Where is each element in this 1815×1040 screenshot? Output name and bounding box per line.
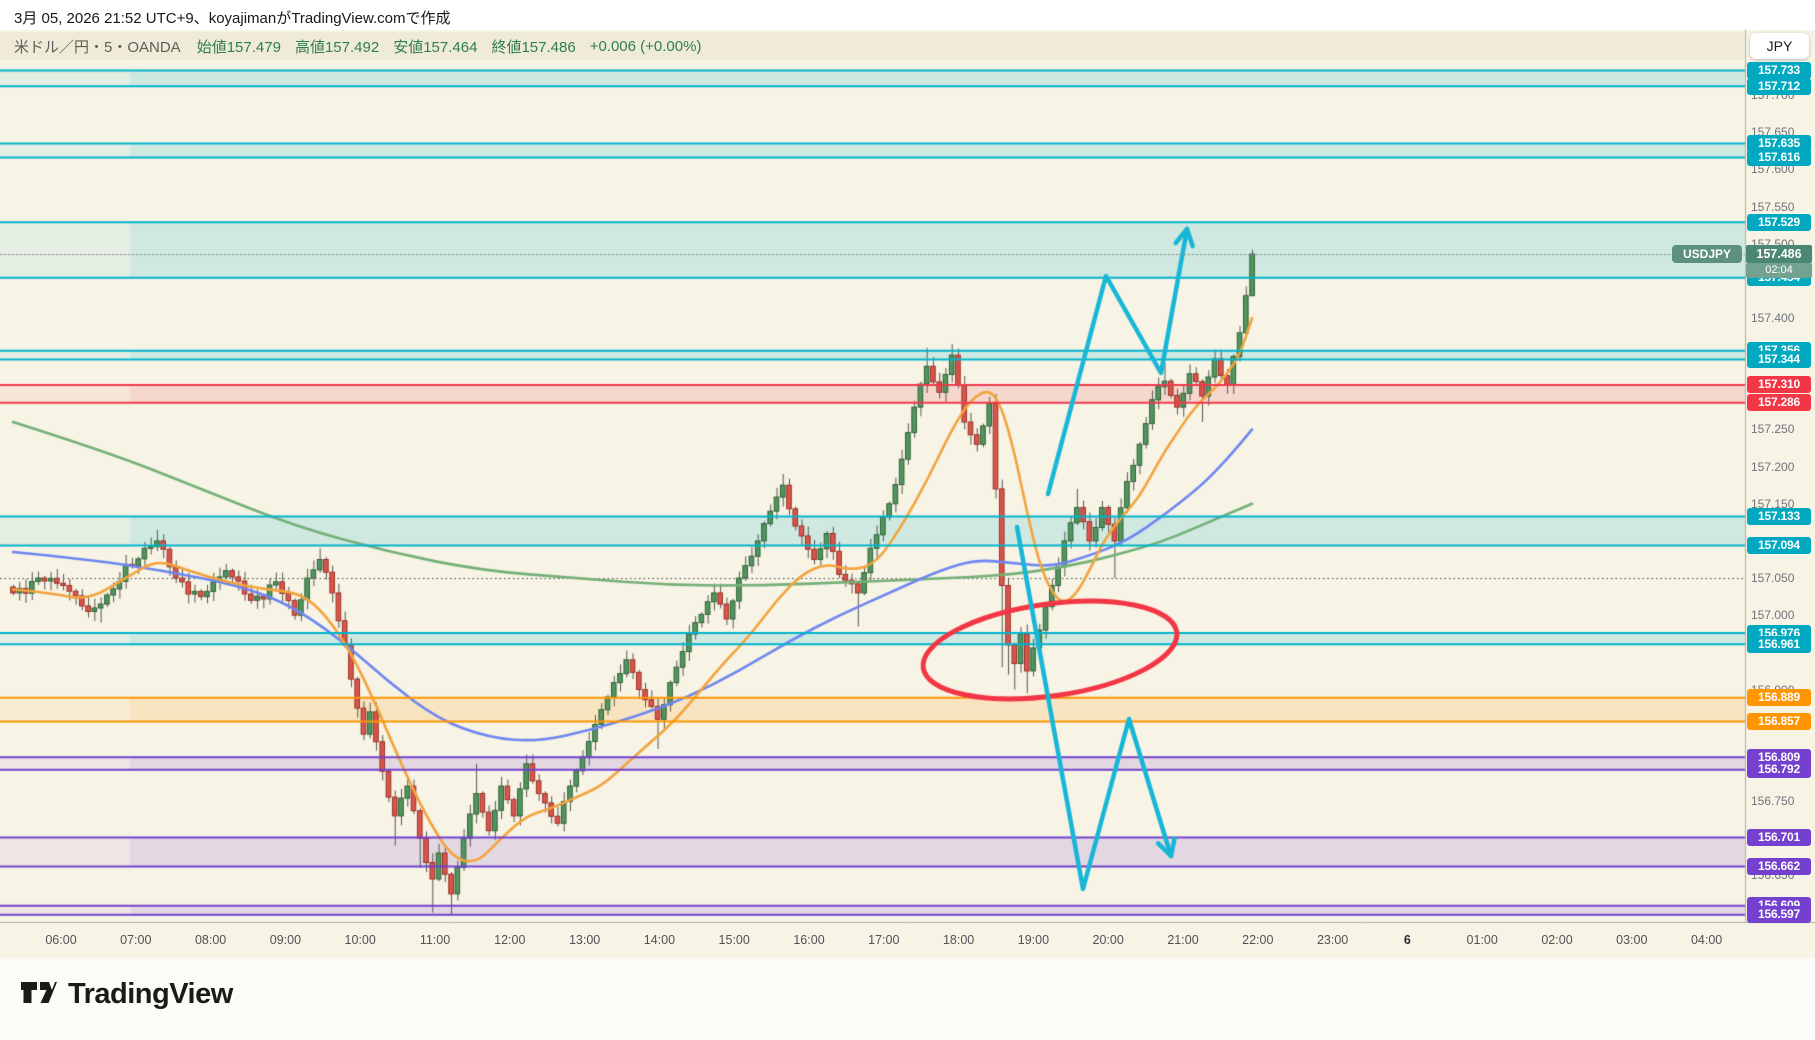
level-price-label: 157.529 bbox=[1747, 213, 1811, 231]
close-field: 終値157.486 bbox=[491, 38, 576, 56]
price-tick: 157.250 bbox=[1751, 422, 1795, 437]
time-tick: 08:00 bbox=[194, 933, 227, 947]
tradingview-logo[interactable]: TradingView bbox=[20, 978, 233, 1011]
time-tick: 12:00 bbox=[494, 933, 526, 947]
symbol-title: 米ドル／円・5・OANDA bbox=[14, 38, 181, 56]
ohlc-info-bar[interactable]: 米ドル／円・5・OANDA 始値157.479 高値157.492 安値157.… bbox=[0, 32, 1745, 60]
low-field: 安値157.464 bbox=[393, 38, 478, 56]
level-price-label: 157.733 bbox=[1747, 62, 1811, 80]
level-price-label: 156.792 bbox=[1747, 761, 1811, 779]
level-price-label: 156.597 bbox=[1747, 906, 1811, 924]
level-price-label: 157.712 bbox=[1747, 77, 1811, 95]
time-tick: 23:00 bbox=[1316, 933, 1349, 947]
price-tick: 157.000 bbox=[1751, 608, 1795, 623]
change-value: +0.006 (+0.00%) bbox=[589, 37, 702, 55]
symbol-price-tag: USDJPY bbox=[1672, 245, 1742, 263]
price-tick: 157.550 bbox=[1751, 199, 1795, 214]
time-tick: 17:00 bbox=[868, 933, 900, 947]
time-tick: 04:00 bbox=[1690, 933, 1723, 947]
price-tick: 157.200 bbox=[1751, 459, 1795, 474]
price-tick: 157.050 bbox=[1751, 571, 1795, 586]
level-price-label: 156.857 bbox=[1747, 712, 1811, 730]
creation-caption: 3月 05, 2026 21:52 UTC+9、koyajimanがTradin… bbox=[14, 10, 451, 27]
time-tick: 11:00 bbox=[419, 933, 451, 947]
level-price-label: 157.635 bbox=[1747, 134, 1811, 152]
level-price-label: 157.133 bbox=[1747, 507, 1811, 525]
high-field: 高値157.492 bbox=[294, 38, 380, 56]
time-tick: 07:00 bbox=[120, 933, 152, 947]
footer: TradingView bbox=[0, 958, 1815, 1040]
countdown-label: 02:04 bbox=[1746, 263, 1812, 278]
price-tick: 157.400 bbox=[1751, 311, 1795, 325]
time-tick: 03:00 bbox=[1616, 933, 1648, 947]
time-tick: 18:00 bbox=[942, 933, 975, 947]
time-tick: 20:00 bbox=[1092, 933, 1124, 947]
time-tick: 10:00 bbox=[344, 933, 376, 947]
time-tick: 16:00 bbox=[793, 933, 825, 947]
open-field: 始値157.479 bbox=[196, 38, 281, 56]
time-tick: 22:00 bbox=[1242, 933, 1274, 947]
level-price-label: 157.616 bbox=[1747, 148, 1811, 166]
tradingview-logo-text: TradingView bbox=[68, 978, 233, 1010]
time-axis[interactable]: 06:00 07:00 08:00 09:00 10:00 11:00 12:00 13:00… bbox=[0, 922, 1745, 958]
level-price-label: 157.310 bbox=[1747, 376, 1811, 394]
price-tick: 156.750 bbox=[1751, 794, 1795, 808]
time-tick: 21:00 bbox=[1167, 933, 1199, 947]
level-price-label: 156.889 bbox=[1747, 689, 1811, 707]
level-price-label: 156.662 bbox=[1747, 857, 1811, 875]
currency-toggle-button[interactable]: JPY bbox=[1750, 33, 1809, 59]
time-tick: 14:00 bbox=[643, 933, 676, 947]
time-tick: 6 bbox=[1403, 933, 1411, 947]
price-tick: 157.150 bbox=[1751, 496, 1795, 511]
current-price-label: 157.486 bbox=[1746, 245, 1812, 263]
time-tick: 06:00 bbox=[45, 933, 77, 947]
time-tick: 13:00 bbox=[568, 933, 601, 947]
time-tick: 19:00 bbox=[1017, 933, 1050, 947]
time-tick: 02:00 bbox=[1541, 933, 1573, 947]
time-tick: 15:00 bbox=[718, 933, 750, 947]
level-price-label: 157.344 bbox=[1747, 351, 1811, 369]
level-price-label: 156.701 bbox=[1747, 828, 1811, 846]
tradingview-logo-icon bbox=[21, 982, 57, 1003]
level-price-label: 157.286 bbox=[1747, 394, 1811, 412]
level-price-label: 157.094 bbox=[1747, 536, 1811, 554]
time-tick: 01:00 bbox=[1466, 933, 1498, 947]
level-price-label: 156.961 bbox=[1747, 635, 1811, 653]
time-tick: 09:00 bbox=[269, 933, 302, 947]
